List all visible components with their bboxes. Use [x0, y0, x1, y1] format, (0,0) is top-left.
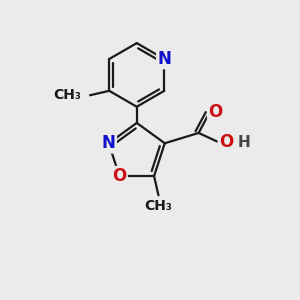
Text: CH₃: CH₃ — [53, 88, 81, 102]
Text: H: H — [238, 135, 250, 150]
Text: O: O — [208, 103, 223, 121]
Text: O: O — [112, 167, 127, 185]
Text: CH₃: CH₃ — [145, 199, 172, 213]
Text: O: O — [219, 134, 233, 152]
Text: N: N — [158, 50, 171, 68]
Text: N: N — [102, 134, 116, 152]
